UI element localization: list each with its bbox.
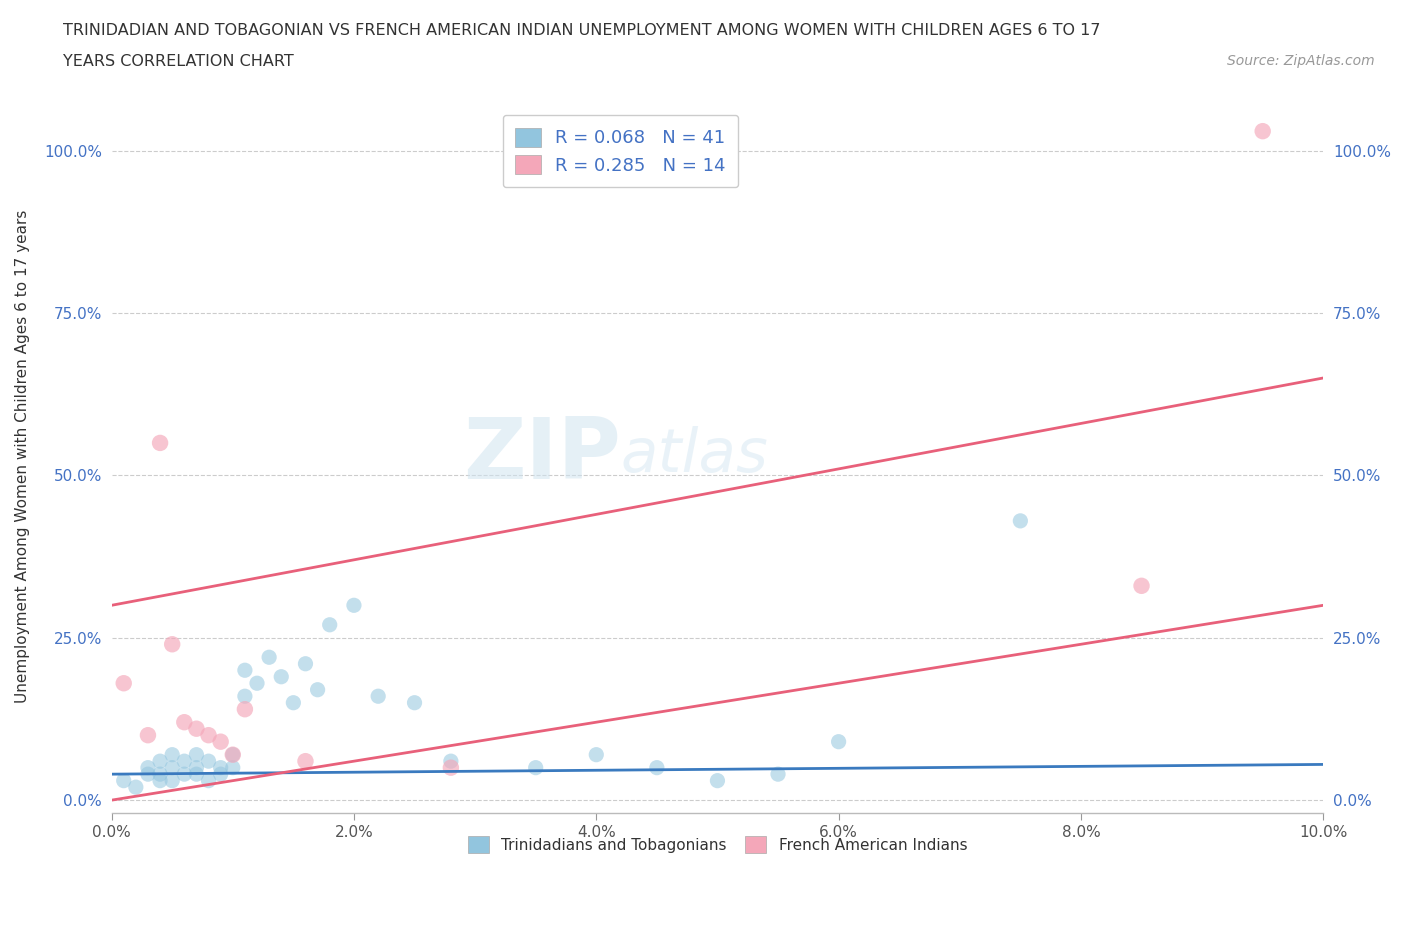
Text: Source: ZipAtlas.com: Source: ZipAtlas.com: [1227, 54, 1375, 68]
Point: [125, 779, 148, 794]
Point: [404, 696, 426, 711]
Point: [319, 618, 342, 632]
Point: [197, 728, 219, 743]
Point: [524, 760, 547, 775]
Point: [827, 735, 849, 750]
Point: [149, 753, 172, 768]
Point: [136, 760, 159, 775]
Point: [246, 676, 269, 691]
Point: [233, 702, 256, 717]
Point: [294, 753, 316, 768]
Point: [197, 773, 219, 788]
Point: [222, 747, 245, 762]
Point: [160, 637, 183, 652]
Point: [257, 650, 280, 665]
Point: [233, 689, 256, 704]
Point: [343, 598, 366, 613]
Point: [149, 766, 172, 781]
Point: [186, 766, 208, 781]
Point: [173, 766, 195, 781]
Point: [186, 722, 208, 737]
Point: [283, 696, 305, 711]
Point: [222, 747, 245, 762]
Point: [209, 760, 232, 775]
Text: ZIP: ZIP: [463, 415, 620, 498]
Point: [186, 747, 208, 762]
Point: [307, 683, 329, 698]
Point: [112, 773, 135, 788]
Legend: Trinidadians and Tobagonians, French American Indians: Trinidadians and Tobagonians, French Ame…: [461, 830, 973, 859]
Point: [136, 766, 159, 781]
Point: [440, 753, 463, 768]
Point: [440, 760, 463, 775]
Point: [160, 760, 183, 775]
Point: [173, 715, 195, 730]
Point: [197, 753, 219, 768]
Point: [1010, 513, 1032, 528]
Point: [209, 766, 232, 781]
Text: atlas: atlas: [620, 427, 769, 485]
Point: [160, 747, 183, 762]
Point: [706, 773, 728, 788]
Point: [233, 663, 256, 678]
Point: [112, 676, 135, 691]
Point: [149, 435, 172, 450]
Y-axis label: Unemployment Among Women with Children Ages 6 to 17 years: Unemployment Among Women with Children A…: [15, 209, 30, 702]
Point: [1130, 578, 1153, 593]
Point: [136, 728, 159, 743]
Point: [186, 760, 208, 775]
Point: [766, 766, 789, 781]
Point: [173, 753, 195, 768]
Point: [160, 773, 183, 788]
Point: [294, 657, 316, 671]
Point: [149, 773, 172, 788]
Point: [367, 689, 389, 704]
Point: [645, 760, 668, 775]
Text: TRINIDADIAN AND TOBAGONIAN VS FRENCH AMERICAN INDIAN UNEMPLOYMENT AMONG WOMEN WI: TRINIDADIAN AND TOBAGONIAN VS FRENCH AME…: [63, 23, 1101, 38]
Point: [209, 735, 232, 750]
Point: [585, 747, 607, 762]
Point: [1251, 124, 1274, 139]
Point: [222, 760, 245, 775]
Text: YEARS CORRELATION CHART: YEARS CORRELATION CHART: [63, 54, 294, 69]
Point: [270, 670, 292, 684]
